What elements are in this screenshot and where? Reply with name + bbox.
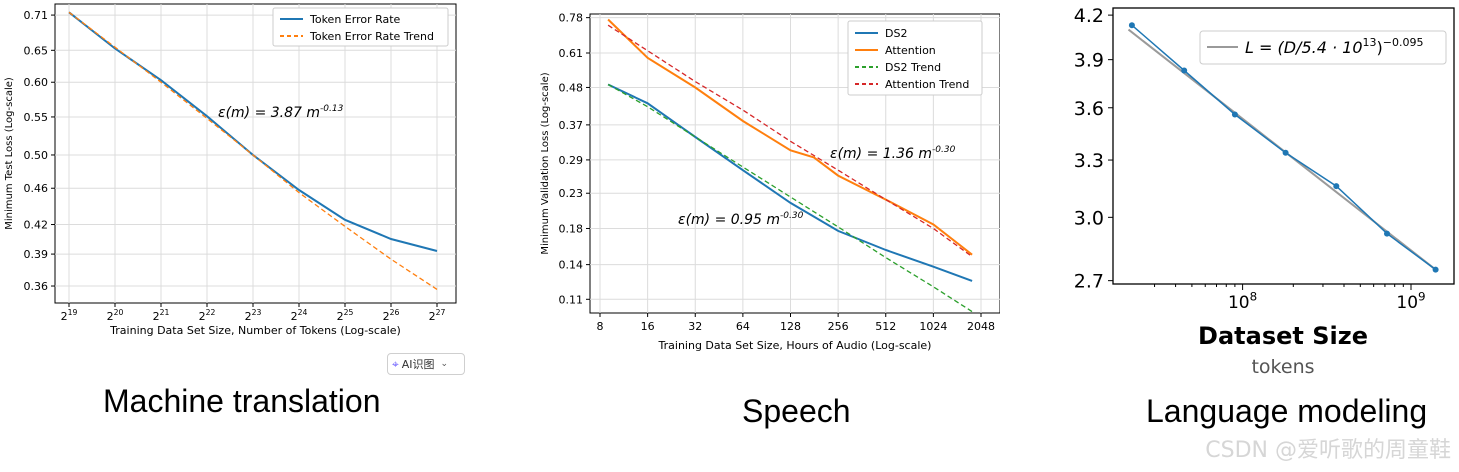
data-point xyxy=(1181,67,1188,74)
ai-button-label: AI识图 xyxy=(401,358,435,371)
chart-speech: 8 16 32 64 128 256 512 1024 2048 0.78 0.61 0.48 0.37… xyxy=(540,12,1001,352)
x-tick-label: 8 xyxy=(597,320,604,333)
series-line-1 xyxy=(68,11,438,290)
y-tick-label: 0.14 xyxy=(559,259,584,272)
y-tick-label: 0.78 xyxy=(559,12,584,25)
data-point xyxy=(1333,183,1340,190)
chart-language-modeling: 4.2 3.9 3.6 3.3 3.0 2.7 108 109 L = (D/5.4 · 101… xyxy=(1074,5,1455,378)
x-tick-label: 224 xyxy=(291,308,308,323)
legend-label: Attention xyxy=(885,44,936,57)
x-tick-label: 223 xyxy=(245,308,262,323)
ai-scan-icon: ⌖ xyxy=(392,356,399,371)
y-tick-label: 2.7 xyxy=(1074,271,1104,293)
y-tick-label: 0.42 xyxy=(24,219,49,232)
x-tick-label: 221 xyxy=(153,308,170,323)
legend-label: Token Error Rate Trend xyxy=(309,30,434,43)
legend-label: DS2 Trend xyxy=(885,61,941,74)
y-axis-label: Minimum Test Loss (Log-scale) xyxy=(4,77,15,230)
legend-label: Attention Trend xyxy=(885,78,969,91)
y-tick-label: 0.23 xyxy=(559,187,584,200)
legend-label: DS2 xyxy=(885,27,907,40)
y-tick-label: 0.11 xyxy=(559,293,584,306)
x-tick-label: 222 xyxy=(199,308,216,323)
caption-machine-translation: Machine translation xyxy=(103,383,381,419)
x-tick-label: 1024 xyxy=(919,320,947,333)
y-tick-label: 3.9 xyxy=(1074,50,1104,72)
data-point xyxy=(1231,111,1238,118)
y-tick-label: 0.50 xyxy=(24,149,49,162)
series-line-0 xyxy=(607,83,973,282)
y-tick-label: 4.2 xyxy=(1074,5,1104,27)
x-tick-label: 16 xyxy=(641,320,655,333)
y-tick-label: 3.3 xyxy=(1074,150,1104,172)
watermark: CSDN @爱听歌的周童鞋 xyxy=(1205,438,1451,463)
x-axis-label: Training Data Set Size, Hours of Audio (… xyxy=(658,339,932,352)
y-tick-label: 0.37 xyxy=(559,119,584,132)
x-tick-label: 220 xyxy=(107,308,124,323)
chart-panel-speech: 8 16 32 64 128 256 512 1024 2048 0.78 0.61 0.48 0.37… xyxy=(530,0,1001,360)
series-line-3 xyxy=(607,24,973,258)
series-line-1 xyxy=(607,18,973,256)
legend-box xyxy=(847,20,983,96)
y-tick-label: 0.65 xyxy=(24,44,49,57)
y-tick-label: 3.6 xyxy=(1074,98,1104,120)
chart-machine-translation: 219 220 221 222 223 224 225 226 227 0.71 0.65 0.60 0… xyxy=(4,3,457,337)
x-tick-label: 108 xyxy=(1228,289,1257,313)
chart-panel-machine-translation: 219 220 221 222 223 224 225 226 227 0.71 0.65 0.60 0… xyxy=(0,0,470,350)
legend-box xyxy=(272,7,449,47)
x-tick-label: 219 xyxy=(61,308,78,323)
x-tick-label: 109 xyxy=(1396,289,1425,313)
y-tick-label: 0.18 xyxy=(559,222,584,235)
legend-label: Token Error Rate xyxy=(309,13,401,26)
data-point xyxy=(1384,230,1390,237)
y-tick-label: 0.39 xyxy=(24,248,49,261)
chart-panel-language-modeling: 4.2 3.9 3.6 3.3 3.0 2.7 108 109 L = (D/5.4 · 101… xyxy=(1050,0,1459,380)
x-tick-label: 512 xyxy=(875,320,896,333)
legend: Token Error Rate Token Error Rate Trend xyxy=(272,7,449,47)
y-axis-label: Minimum Validation Loss (Log-scale) xyxy=(540,72,551,254)
data-point xyxy=(1128,22,1135,29)
y-tick-label: 0.46 xyxy=(24,182,49,195)
x-axis-subtitle: tokens xyxy=(1251,356,1314,378)
y-tick-label: 0.36 xyxy=(24,280,49,293)
y-tick-label: 3.0 xyxy=(1074,207,1104,229)
trend-equation: ε(m) = 0.95 m-0.30 xyxy=(678,211,804,228)
x-tick-label: 2048 xyxy=(967,320,995,333)
chevron-down-icon: ⌄ xyxy=(440,359,449,369)
series-line-2 xyxy=(607,83,973,313)
y-tick-label: 0.71 xyxy=(24,9,49,22)
caption-language-modeling: Language modeling xyxy=(1146,393,1428,429)
ai-image-recognition-button[interactable]: ⌖ AI识图 ⌄ xyxy=(387,353,465,375)
legend: DS2 Attention DS2 Trend Attention Trend xyxy=(847,20,983,96)
x-tick-label: 227 xyxy=(429,308,446,323)
legend: L = (D/5.4 · 1013)−0.095 xyxy=(1199,30,1447,65)
x-tick-label: 128 xyxy=(780,320,801,333)
x-axis-label: Training Data Set Size, Number of Tokens… xyxy=(109,324,401,337)
x-tick-label: 225 xyxy=(337,308,354,323)
x-tick-label: 226 xyxy=(383,308,400,323)
data-point xyxy=(1432,266,1439,273)
data-point xyxy=(1282,149,1289,156)
caption-speech: Speech xyxy=(742,393,851,429)
x-tick-label: 256 xyxy=(828,320,849,333)
legend-box xyxy=(1199,30,1447,65)
trend-equation: ε(m) = 3.87 m-0.13 xyxy=(218,104,344,121)
y-tick-label: 0.55 xyxy=(24,111,49,124)
y-tick-label: 0.29 xyxy=(559,154,584,167)
y-tick-label: 0.48 xyxy=(559,81,584,94)
x-axis-title: Dataset Size xyxy=(1198,322,1368,350)
y-tick-label: 0.60 xyxy=(24,76,49,89)
legend-formula: L = (D/5.4 · 1013)−0.095 xyxy=(1245,36,1423,57)
x-tick-label: 32 xyxy=(688,320,702,333)
trend-equation: ε(m) = 1.36 m-0.30 xyxy=(830,145,956,162)
y-tick-label: 0.61 xyxy=(559,47,584,60)
x-tick-label: 64 xyxy=(736,320,750,333)
